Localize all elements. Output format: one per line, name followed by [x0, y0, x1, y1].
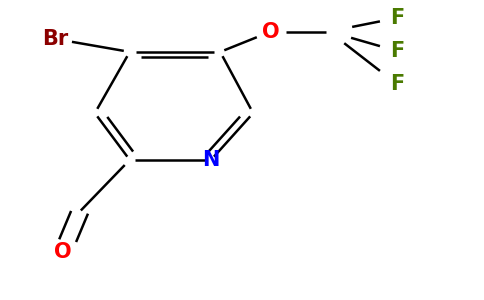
Text: N: N	[202, 150, 220, 170]
Text: F: F	[390, 41, 404, 61]
Text: O: O	[262, 22, 280, 41]
Text: Br: Br	[43, 29, 69, 49]
Text: F: F	[390, 74, 404, 94]
Text: O: O	[54, 242, 72, 262]
Text: F: F	[390, 8, 404, 28]
